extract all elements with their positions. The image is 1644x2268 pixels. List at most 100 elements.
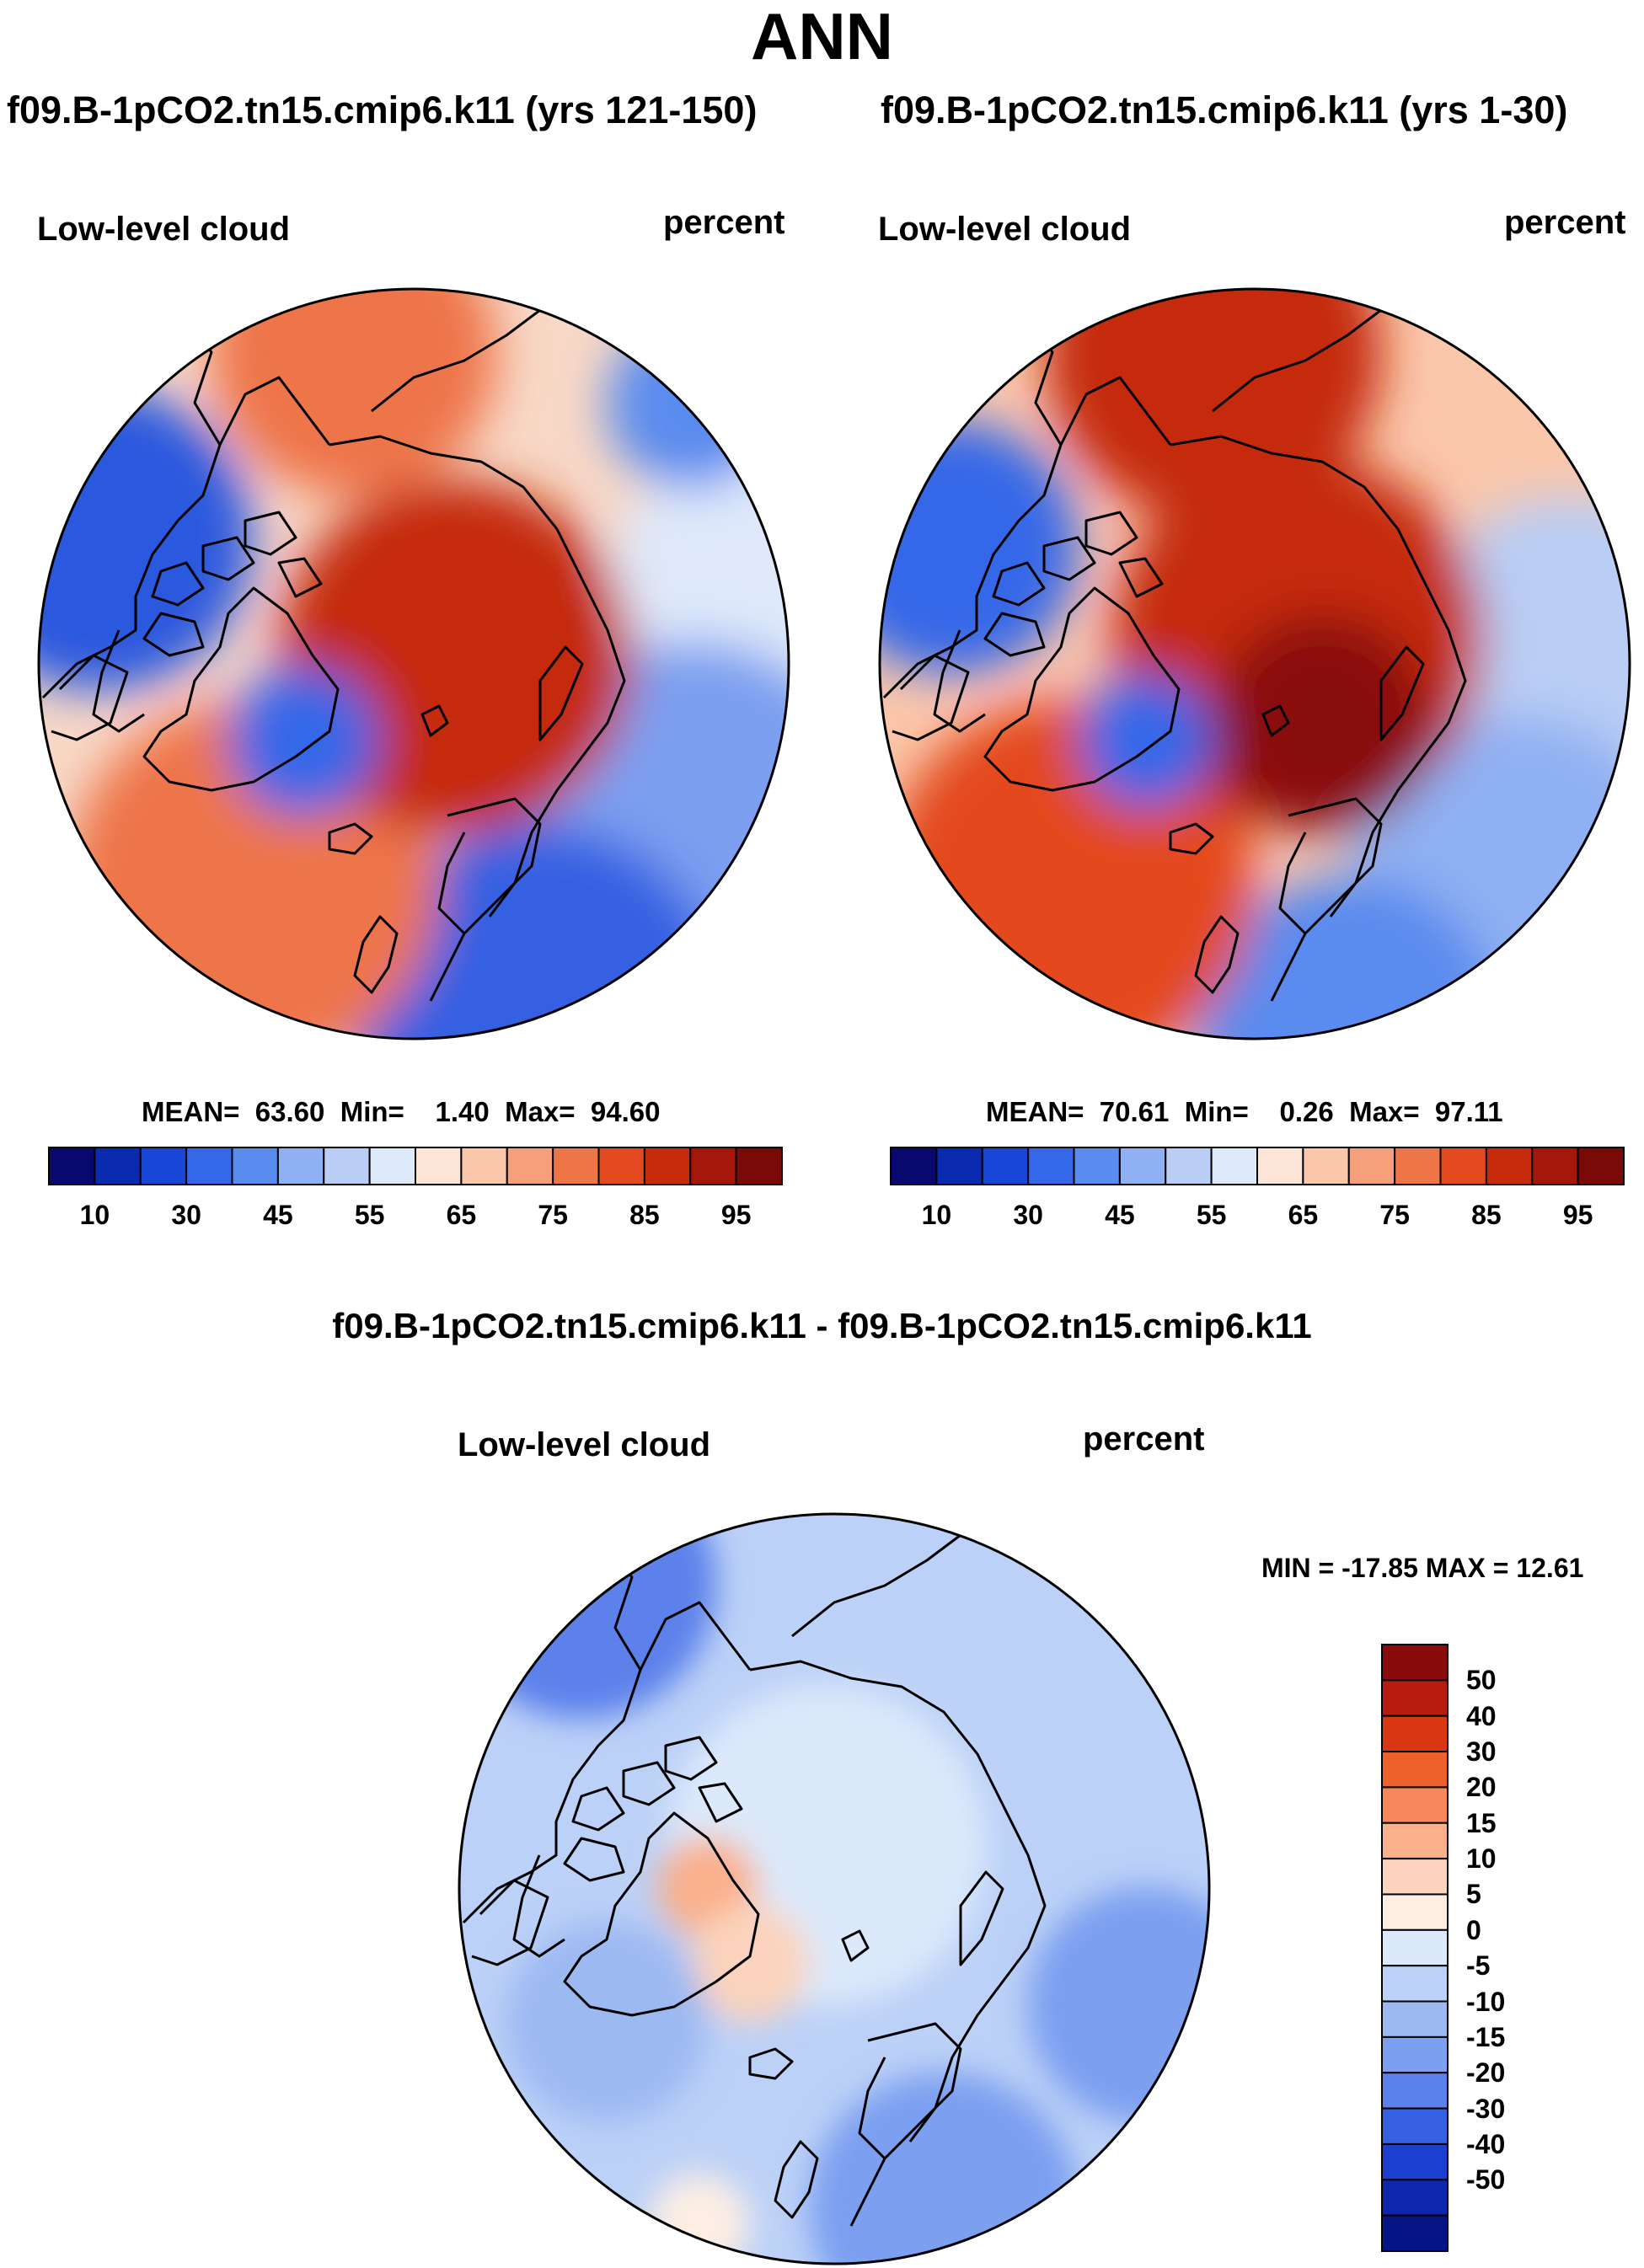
colorbar-diff-swatch: [1381, 1679, 1449, 1717]
colorbar-1-swatch: [231, 1147, 279, 1185]
colorbar-diff-tick-label: -15: [1466, 2021, 1506, 2052]
colorbar-2-swatch: [1531, 1147, 1579, 1185]
panel-2-stats: MEAN= 70.61 Min= 0.26 Max= 97.11: [986, 1096, 1503, 1127]
diff-stats: MIN = -17.85 MAX = 12.61: [1261, 1553, 1584, 1583]
colorbar-diff-tick-label: -30: [1466, 2093, 1506, 2124]
map-3-border: [458, 1512, 1211, 2265]
colorbar-2-swatch: [1394, 1147, 1442, 1185]
colorbar-diff-tick-label: 20: [1466, 1772, 1497, 1803]
colorbar-diff-swatch: [1381, 2142, 1449, 2181]
colorbar-diff-swatch: [1381, 1928, 1449, 1967]
colorbar-1-swatch: [48, 1147, 96, 1185]
colorbar-diff-tick-label: 10: [1466, 1843, 1497, 1875]
colorbar-1-tick-label: 55: [354, 1200, 385, 1230]
colorbar-2-swatch: [1485, 1147, 1534, 1185]
colorbar-diff-tick-label: 40: [1466, 1700, 1497, 1731]
colorbar-1-swatch: [643, 1147, 692, 1185]
colorbar-1-swatch: [139, 1147, 188, 1185]
map-panel-diff: [459, 1514, 1209, 2264]
colorbar-diff-tick-label: -40: [1466, 2128, 1506, 2159]
colorbar-1-swatch: [276, 1147, 325, 1185]
colorbar-diff-swatch: [1381, 1644, 1449, 1682]
colorbar-1-tick-label: 30: [171, 1200, 201, 1230]
colorbar-1-swatch: [323, 1147, 371, 1185]
colorbar-diff-swatch: [1381, 1786, 1449, 1824]
colorbar-1-swatch: [689, 1147, 737, 1185]
panel-2-units: percent: [1504, 204, 1626, 241]
panel-2-variable: Low-level cloud: [878, 211, 1132, 248]
colorbar-diff-tick-label: -50: [1466, 2164, 1506, 2196]
colorbar-diff-tick-label: 15: [1466, 1807, 1497, 1838]
panel-1-units: percent: [663, 204, 785, 241]
colorbar-2-swatch: [1073, 1147, 1121, 1185]
colorbar-panel-1: [48, 1147, 783, 1185]
colorbar-2-tick-label: 95: [1562, 1200, 1593, 1230]
colorbar-1-swatch: [415, 1147, 463, 1185]
colorbar-diff-tick-label: -10: [1466, 1986, 1506, 2017]
colorbar-diff-tick-label: -20: [1466, 2057, 1506, 2089]
colorbar-diff-swatch: [1381, 1714, 1449, 1753]
colorbar-1-swatch: [460, 1147, 508, 1185]
colorbar-diff-swatch: [1381, 2000, 1449, 2038]
map-2-border: [878, 287, 1631, 1040]
colorbar-diff-swatch: [1381, 1821, 1449, 1860]
panel-1-case-title: f09.B-1pCO2.tn15.cmip6.k11 (yrs 121-150): [7, 88, 758, 131]
colorbar-diff-swatch: [1381, 2107, 1449, 2145]
colorbar-diff-swatch: [1381, 2214, 1449, 2252]
colorbar-2-swatch: [1210, 1147, 1258, 1185]
colorbar-diff-swatch: [1381, 2035, 1449, 2074]
colorbar-diff-swatch: [1381, 2072, 1449, 2110]
colorbar-2-tick-label: 65: [1288, 1200, 1319, 1230]
panel-1-stats: MEAN= 63.60 Min= 1.40 Max= 94.60: [142, 1096, 661, 1127]
colorbar-2-swatch: [890, 1147, 938, 1185]
colorbar-diff-tick-label: -5: [1466, 1950, 1491, 1982]
colorbar-2-swatch: [1165, 1147, 1213, 1185]
colorbar-2-swatch: [1027, 1147, 1075, 1185]
colorbar-1-swatch: [506, 1147, 554, 1185]
colorbar-diff-swatch: [1381, 1893, 1449, 1931]
colorbar-diff-swatch: [1381, 1751, 1449, 1789]
colorbar-2-swatch: [1256, 1147, 1304, 1185]
colorbar-1-tick-label: 45: [263, 1200, 293, 1230]
panel-1-variable: Low-level cloud: [37, 211, 291, 248]
colorbar-panel-2: [890, 1147, 1625, 1185]
colorbar-1-tick-label: 95: [720, 1200, 752, 1230]
colorbar-2-tick-label: 45: [1105, 1200, 1135, 1230]
colorbar-2-swatch: [935, 1147, 983, 1185]
colorbar-diff-tick-label: 5: [1466, 1879, 1481, 1910]
diff-units: percent: [1083, 1420, 1205, 1458]
panel-2-case-title: f09.B-1pCO2.tn15.cmip6.k11 (yrs 1-30): [881, 88, 1568, 131]
colorbar-2-swatch: [981, 1147, 1030, 1185]
colorbar-1-swatch: [368, 1147, 416, 1185]
colorbar-1-tick-label: 65: [446, 1200, 477, 1230]
colorbar-diff-tick-label: 30: [1466, 1736, 1497, 1768]
map-panel-1: [39, 289, 789, 1039]
diff-variable: Low-level cloud: [458, 1426, 711, 1463]
colorbar-2-swatch: [1577, 1147, 1625, 1185]
map-panel-2: [880, 289, 1630, 1039]
colorbar-2-tick-label: 30: [1013, 1200, 1043, 1230]
colorbar-2-swatch: [1439, 1147, 1487, 1185]
colorbar-1-tick-label: 85: [629, 1200, 660, 1230]
colorbar-2-tick-label: 10: [921, 1200, 952, 1230]
map-1-border: [37, 287, 790, 1040]
figure-title: ANN: [751, 0, 893, 73]
colorbar-1-swatch: [552, 1147, 600, 1185]
colorbar-1-swatch: [94, 1147, 142, 1185]
colorbar-1-tick-label: 10: [79, 1200, 110, 1230]
colorbar-2-swatch: [1118, 1147, 1167, 1185]
colorbar-2-tick-label: 85: [1471, 1200, 1502, 1230]
colorbar-diff-swatch: [1381, 1858, 1449, 1896]
colorbar-diff: [1381, 1644, 1449, 2252]
colorbar-2-swatch: [1347, 1147, 1396, 1185]
colorbar-1-swatch: [597, 1147, 645, 1185]
colorbar-2-tick-label: 75: [1379, 1200, 1410, 1230]
colorbar-diff-swatch: [1381, 1965, 1449, 2003]
colorbar-diff-tick-label: 0: [1466, 1914, 1481, 1945]
colorbar-2-tick-label: 55: [1196, 1200, 1227, 1230]
colorbar-diff-tick-label: 50: [1466, 1665, 1497, 1696]
colorbar-1-tick-label: 75: [538, 1200, 568, 1230]
colorbar-1-swatch: [735, 1147, 783, 1185]
colorbar-2-swatch: [1302, 1147, 1350, 1185]
